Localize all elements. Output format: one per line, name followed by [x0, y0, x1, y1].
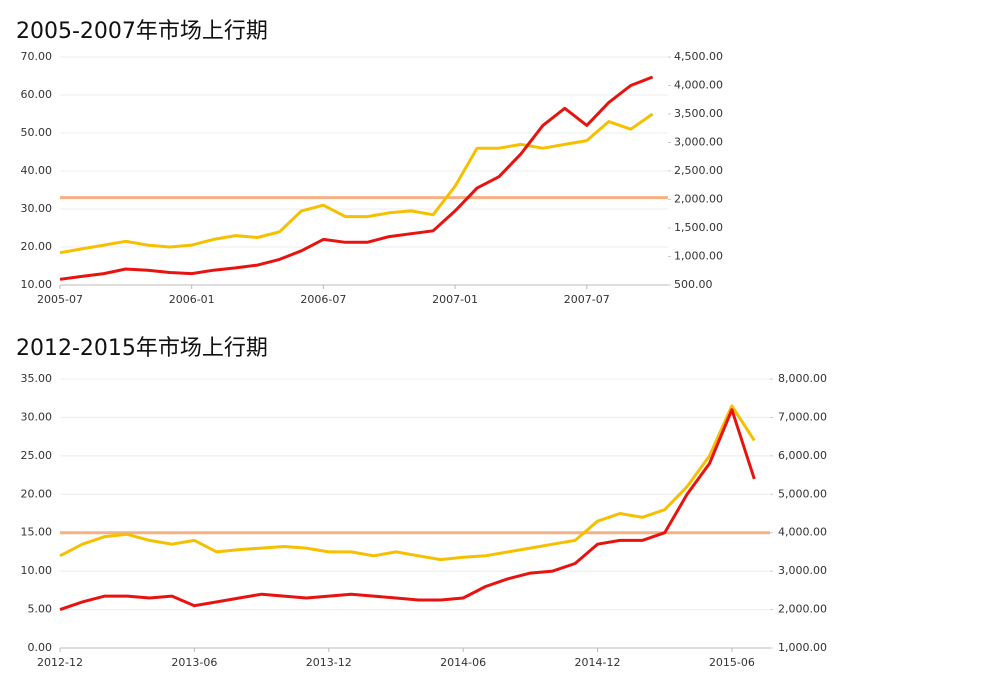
series-line: [59, 75, 654, 281]
y-tick-label: 20.00: [21, 487, 53, 500]
y2-tick-label: 1,000.00: [778, 641, 827, 654]
y2-tick-label: 7,000.00: [778, 410, 827, 423]
x-tick-label: 2007-07: [564, 293, 610, 306]
y2-tick-label: 3,500.00: [674, 107, 723, 120]
y2-tick-label: 4,500.00: [674, 50, 723, 63]
y2-tick-label: 2,500.00: [674, 164, 723, 177]
x-tick-label: 2013-06: [171, 656, 217, 669]
y-tick-label: 10.00: [21, 278, 53, 291]
x-tick-label: 2005-07: [37, 293, 83, 306]
y2-tick-label: 3,000.00: [674, 136, 723, 149]
y-tick-label: 0.00: [28, 641, 53, 654]
y-tick-label: 20.00: [21, 240, 53, 253]
y2-tick-label: 4,000.00: [674, 79, 723, 92]
x-tick-label: 2006-07: [300, 293, 346, 306]
y-tick-label: 15.00: [21, 526, 53, 539]
y2-tick-label: 3,000.00: [778, 564, 827, 577]
y2-tick-label: 6,000.00: [778, 449, 827, 462]
series-line: [59, 408, 756, 612]
series-line: [59, 404, 756, 562]
x-tick-label: 2014-06: [440, 656, 486, 669]
y-tick-label: 30.00: [21, 410, 53, 423]
y-tick-label: 40.00: [21, 164, 53, 177]
x-tick-label: 2013-12: [306, 656, 352, 669]
chart-title: 2012-2015年市场上行期: [16, 336, 268, 361]
y-tick-label: 60.00: [21, 88, 53, 101]
y-tick-label: 50.00: [21, 126, 53, 139]
y2-tick-label: 2,000.00: [674, 193, 723, 206]
y-tick-label: 10.00: [21, 564, 53, 577]
x-tick-label: 2007-01: [432, 293, 478, 306]
y-tick-label: 25.00: [21, 449, 53, 462]
y2-tick-label: 5,000.00: [778, 487, 827, 500]
y-tick-label: 35.00: [21, 372, 53, 385]
y2-tick-label: 1,000.00: [674, 250, 723, 263]
x-tick-label: 2012-12: [37, 656, 83, 669]
series-line: [59, 112, 654, 255]
y-tick-label: 70.00: [21, 50, 53, 63]
y2-tick-label: 2,000.00: [778, 603, 827, 616]
y2-tick-label: 8,000.00: [778, 372, 827, 385]
y2-tick-label: 4,000.00: [778, 526, 827, 539]
x-tick-label: 2006-01: [169, 293, 215, 306]
x-tick-label: 2015-06: [709, 656, 755, 669]
chart-title: 2005-2007年市场上行期: [16, 19, 268, 44]
x-tick-label: 2014-12: [575, 656, 621, 669]
y2-tick-label: 500.00: [674, 278, 713, 291]
y-tick-label: 30.00: [21, 202, 53, 215]
y-tick-label: 5.00: [28, 603, 53, 616]
y2-tick-label: 1,500.00: [674, 221, 723, 234]
